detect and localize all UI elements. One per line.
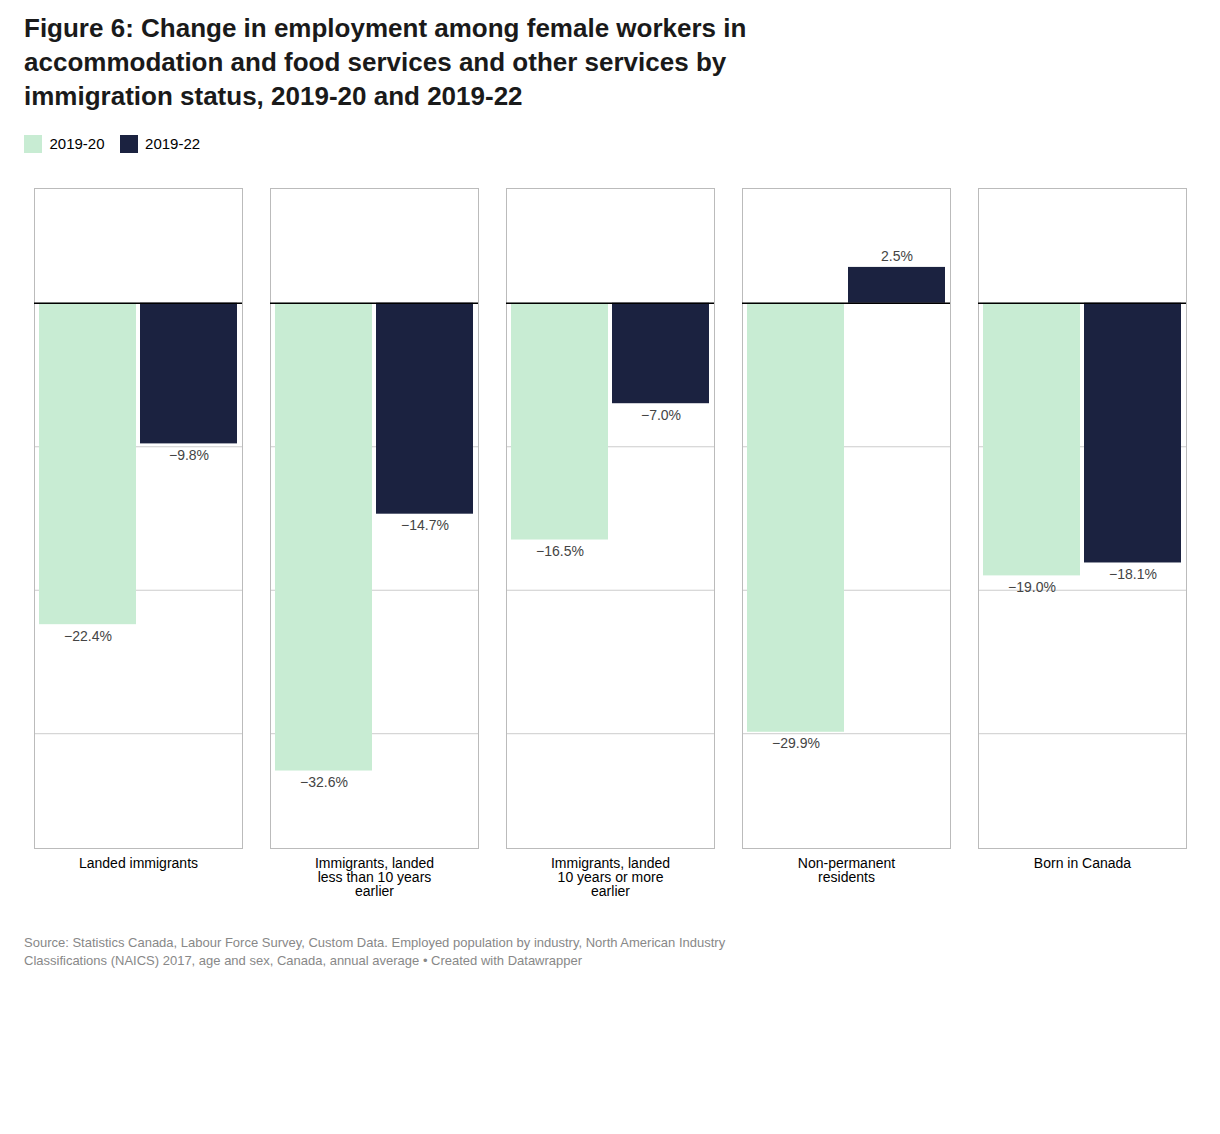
svg-text:Landed immigrants: Landed immigrants [79, 855, 198, 871]
svg-text:−29.9%: −29.9% [772, 735, 820, 751]
svg-text:Non-permanentresidents: Non-permanentresidents [798, 855, 895, 885]
svg-text:−22.4%: −22.4% [64, 628, 112, 644]
svg-text:−7.0%: −7.0% [641, 407, 681, 423]
html-text:2019-22: 2019-22 [145, 135, 201, 153]
svg-text:−14.7%: −14.7% [401, 517, 449, 533]
html-text:Source: Statistics Canada, Lab: Source: Statistics Canada, Labour Force … [24, 934, 726, 969]
svg-text:−18.1%: −18.1% [1109, 566, 1157, 582]
svg-text:2.5%: 2.5% [881, 248, 913, 264]
svg-text:−9.8%: −9.8% [169, 447, 209, 463]
svg-text:Immigrants, landedless than 10: Immigrants, landedless than 10 yearsearl… [315, 855, 434, 899]
svg-text:Born in Canada: Born in Canada [1034, 855, 1132, 871]
svg-text:−32.6%: −32.6% [300, 774, 348, 790]
html-text:Figure 6: Change in employment: Figure 6: Change in employment among fem… [24, 13, 747, 111]
svg-text:−16.5%: −16.5% [536, 543, 584, 559]
html-text:2019-20: 2019-20 [49, 135, 105, 153]
svg-text:Immigrants, landed10 years or: Immigrants, landed10 years or moreearlie… [551, 855, 670, 899]
svg-text:−19.0%: −19.0% [1008, 579, 1056, 595]
